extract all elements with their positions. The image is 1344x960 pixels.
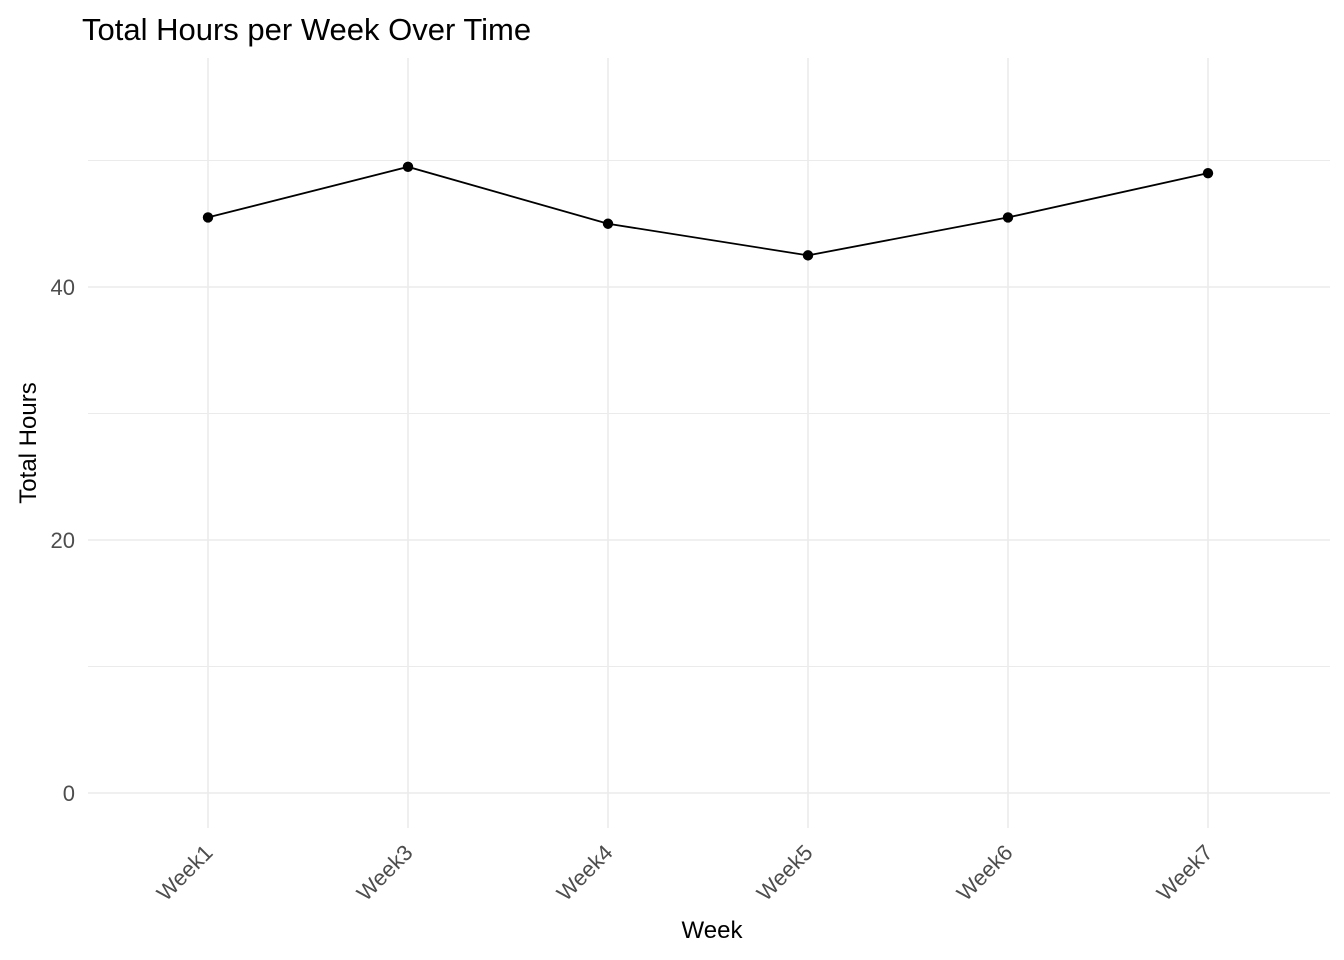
series-line xyxy=(207,165,1209,257)
data-point xyxy=(1202,167,1214,179)
x-tick-label: Week5 xyxy=(752,840,818,906)
y-tick-label: 0 xyxy=(63,781,75,806)
chart-title: Total Hours per Week Over Time xyxy=(82,12,531,47)
series-group xyxy=(202,161,1214,261)
data-point xyxy=(602,218,614,229)
x-axis-title: Week xyxy=(682,917,744,944)
data-point xyxy=(202,212,214,223)
y-tick-label: 40 xyxy=(51,275,75,300)
x-tick-label: Week7 xyxy=(1152,840,1218,906)
data-point xyxy=(802,250,814,261)
major-gridlines xyxy=(88,58,1330,828)
y-axis-title: Total Hours xyxy=(15,382,42,503)
x-axis-tick-labels: Week1 Week3 Week4 Week5 Week6 Week7 xyxy=(152,840,1218,906)
data-point xyxy=(1002,212,1014,223)
y-tick-label: 20 xyxy=(51,528,75,553)
x-tick-label: Week3 xyxy=(352,840,418,906)
minor-gridlines xyxy=(88,160,1330,667)
x-tick-label: Week1 xyxy=(152,840,218,906)
x-tick-label: Week6 xyxy=(952,840,1018,906)
data-point xyxy=(402,161,414,173)
x-tick-label: Week4 xyxy=(552,840,618,906)
y-axis-tick-labels: 0 20 40 xyxy=(51,275,75,806)
